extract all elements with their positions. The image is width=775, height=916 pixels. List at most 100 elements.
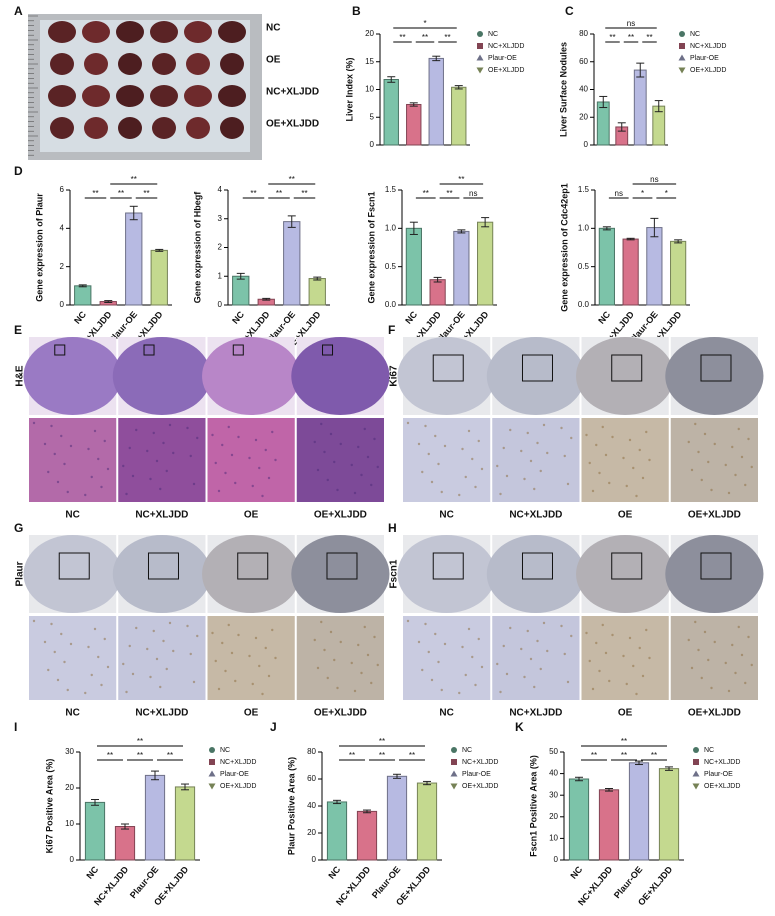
cell-dot bbox=[251, 484, 254, 488]
panel-letter: I bbox=[14, 720, 17, 734]
cell-dot bbox=[217, 687, 221, 691]
cell-dot bbox=[50, 424, 53, 428]
cell-dot bbox=[744, 681, 747, 685]
y-axis-label: Fscn1 Positive Area (%) bbox=[528, 755, 538, 857]
cell-dot bbox=[480, 467, 484, 471]
cell-dot bbox=[437, 660, 440, 664]
cell-dot bbox=[744, 483, 747, 487]
cell-dot bbox=[687, 440, 690, 444]
group-label: OE+XLJDD bbox=[688, 708, 741, 719]
liver-specimen bbox=[186, 53, 210, 75]
cell-dot bbox=[336, 488, 339, 492]
y-tick-label: 0.0 bbox=[385, 300, 397, 309]
cell-dot bbox=[221, 641, 224, 645]
y-tick-label: 1.0 bbox=[385, 223, 397, 232]
legend-label: NC bbox=[462, 747, 472, 754]
cell-dot bbox=[251, 682, 254, 686]
bar bbox=[406, 103, 422, 146]
zoom-image bbox=[118, 616, 206, 700]
cell-dot bbox=[254, 636, 258, 640]
cell-dot bbox=[373, 635, 376, 639]
cell-dot bbox=[264, 448, 267, 452]
legend-label: Plaur-OE bbox=[462, 771, 491, 778]
cell-dot bbox=[625, 682, 628, 686]
y-tick-label: 5 bbox=[370, 112, 375, 121]
cell-dot bbox=[258, 664, 261, 668]
bar bbox=[646, 227, 663, 306]
cell-dot bbox=[230, 651, 234, 655]
x-tick-label: Plaur-OE bbox=[128, 864, 160, 900]
group-label: OE bbox=[618, 708, 633, 719]
cell-dot bbox=[87, 447, 90, 451]
cell-dot bbox=[635, 692, 638, 696]
cell-dot bbox=[608, 481, 611, 485]
cell-dot bbox=[713, 442, 716, 446]
legend-marker bbox=[209, 759, 215, 765]
cell-dot bbox=[370, 681, 373, 685]
y-tick-label: 20 bbox=[365, 29, 374, 38]
bar bbox=[477, 221, 494, 306]
error-bar bbox=[363, 809, 371, 814]
photo-row-label: NC bbox=[266, 23, 280, 34]
cell-dot bbox=[316, 666, 320, 670]
zoom-box bbox=[54, 344, 66, 356]
cell-dot bbox=[523, 477, 526, 481]
cell-dot bbox=[645, 628, 648, 632]
y-tick-label: 30 bbox=[549, 790, 558, 799]
cell-dot bbox=[727, 689, 731, 693]
cell-dot bbox=[697, 450, 700, 454]
error-bar bbox=[78, 284, 87, 288]
significance-label: ** bbox=[92, 189, 98, 198]
y-tick-label: 20 bbox=[307, 828, 316, 837]
tissue-section bbox=[291, 535, 390, 613]
cell-dot bbox=[211, 631, 214, 635]
cell-dot bbox=[274, 458, 277, 462]
tissue-section bbox=[23, 535, 122, 613]
tissue-section bbox=[202, 535, 301, 613]
bar bbox=[383, 79, 399, 146]
cell-dot bbox=[122, 662, 125, 666]
bar bbox=[283, 221, 301, 306]
cell-dot bbox=[60, 434, 63, 438]
cell-dot bbox=[526, 629, 529, 633]
zoom-box bbox=[143, 344, 155, 356]
bar bbox=[670, 240, 687, 306]
cell-dot bbox=[598, 669, 601, 673]
bar bbox=[596, 101, 610, 146]
cell-dot bbox=[566, 482, 570, 486]
cell-dot bbox=[196, 436, 199, 440]
y-tick-label: 20 bbox=[65, 783, 74, 792]
cell-dot bbox=[63, 660, 66, 664]
cell-dot bbox=[632, 664, 635, 668]
liver-specimen bbox=[150, 85, 178, 107]
cell-dot bbox=[336, 686, 339, 690]
legend-marker bbox=[678, 67, 686, 74]
zoom-box bbox=[322, 344, 334, 356]
cell-dot bbox=[737, 427, 740, 431]
cell-dot bbox=[363, 625, 366, 629]
cell-dot bbox=[90, 475, 93, 479]
zoom-box bbox=[326, 552, 358, 580]
cell-dot bbox=[162, 639, 165, 643]
cell-dot bbox=[69, 642, 73, 646]
liver-specimen bbox=[48, 21, 76, 43]
cell-dot bbox=[707, 658, 710, 662]
cell-dot bbox=[93, 429, 97, 433]
error-bar bbox=[236, 272, 245, 280]
legend-marker bbox=[476, 67, 484, 74]
liver-specimen bbox=[50, 53, 74, 75]
tissue-section bbox=[576, 337, 675, 415]
liver-specimen bbox=[116, 85, 144, 107]
error-bar bbox=[409, 221, 418, 235]
cell-dot bbox=[56, 480, 60, 484]
cell-dot bbox=[326, 478, 329, 482]
cell-dot bbox=[443, 642, 447, 646]
cell-dot bbox=[546, 451, 549, 455]
cell-dot bbox=[90, 673, 93, 677]
significance-label: ** bbox=[646, 33, 652, 42]
cell-dot bbox=[168, 423, 172, 427]
zoom-image bbox=[296, 418, 384, 502]
cell-dot bbox=[546, 649, 549, 653]
cell-dot bbox=[221, 443, 224, 447]
liver-specimen bbox=[184, 85, 212, 107]
